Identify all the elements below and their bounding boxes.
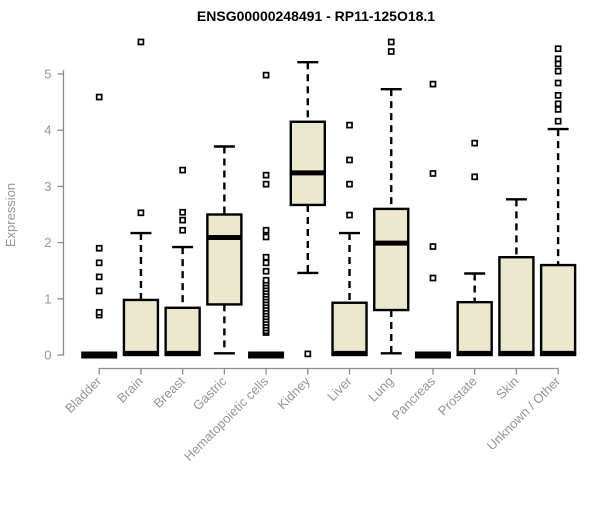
outlier-point [179,226,186,234]
outlier-point [554,45,562,53]
iqr-box [164,306,201,357]
chart-title: ENSG00000248491 - RP11-125O18.1 [197,8,435,24]
boxplot-lung [373,38,410,355]
y-tick-label: 4 [44,123,51,138]
x-tick-label-liver: Liver [324,373,355,404]
collapsed-box [414,351,451,359]
iqr-box [456,300,493,357]
plot-area [81,38,577,359]
x-tick-label-unknown-other: Unknown / Other [484,373,564,453]
outlier-point [554,55,562,63]
boxplot-bladder [81,93,118,359]
outlier-point [429,170,437,177]
iqr-box [331,301,368,357]
outlier-point [262,180,270,188]
outlier-point [95,273,103,281]
outlier-point [262,226,270,234]
x-tick-label-bladder: Bladder [62,373,105,416]
iqr-box [539,263,577,357]
outlier-point [554,79,562,87]
outlier-point [262,259,270,267]
boxplot-hematopoietic-cells [248,71,285,359]
outlier-point [429,243,437,250]
y-axis-title: Expression [3,183,18,247]
x-tick-label-breast: Breast [151,373,188,410]
y-axis: 0 1 2 3 4 5 [44,67,65,363]
x-tick-label-prostate: Prostate [435,374,480,419]
outlier-point [262,253,270,261]
outlier-point [346,156,353,164]
outlier-point [179,208,186,216]
outlier-point [262,276,270,284]
iqr-box [498,256,535,357]
boxplot-breast [164,166,201,357]
y-tick-label: 0 [44,348,51,363]
outlier-point [95,308,103,316]
outlier-point [262,233,270,241]
iqr-box [122,298,160,357]
boxplot-brain [122,38,160,357]
outlier-point [554,67,562,75]
iqr-box [373,207,410,312]
outlier-point [554,100,562,108]
boxplot-pancreas [414,80,451,359]
outlier-point [179,166,186,174]
x-tick-label-gastric: Gastric [190,373,230,413]
outlier-point [95,259,103,267]
outlier-point [429,274,437,282]
boxplot-skin [498,198,535,357]
outlier-point [346,121,353,129]
iqr-box [289,120,326,207]
outlier-point [95,244,103,252]
outlier-point [95,93,103,101]
outlier-point [471,139,479,147]
outlier-point [554,106,562,113]
outlier-point [429,80,437,88]
x-tick-label-lung: Lung [365,374,396,405]
outlier-point [387,38,395,46]
outlier-point [262,71,270,79]
outlier-point [262,267,270,275]
outlier-point [554,117,562,125]
y-tick-label: 5 [44,67,51,82]
outlier-point [346,211,353,219]
x-tick-label-kidney: Kidney [274,373,313,412]
outlier-point [346,180,353,188]
boxplot-prostate [456,139,493,357]
collapsed-box [81,351,118,359]
y-tick-label: 3 [44,179,51,194]
outlier-point [471,173,479,181]
x-tick-label-pancreas: Pancreas [389,373,439,423]
iqr-box [206,213,243,306]
outlier-point [179,216,186,224]
collapsed-box [248,351,285,359]
outlier-point [304,350,312,358]
outlier-point [137,209,145,217]
y-tick-label: 1 [44,291,51,306]
boxplot-liver [331,121,368,357]
outlier-point [95,287,103,295]
outlier-point [387,48,395,55]
outlier-point [262,171,270,179]
boxplot-unknown-other [539,45,577,357]
y-tick-label: 2 [44,235,51,250]
outlier-point [137,38,145,46]
x-tick-label-skin: Skin [493,374,521,402]
x-tick-label-brain: Brain [114,374,146,406]
boxplot-gastric [206,145,243,355]
outlier-point [554,92,562,99]
boxplot-kidney [289,60,326,358]
